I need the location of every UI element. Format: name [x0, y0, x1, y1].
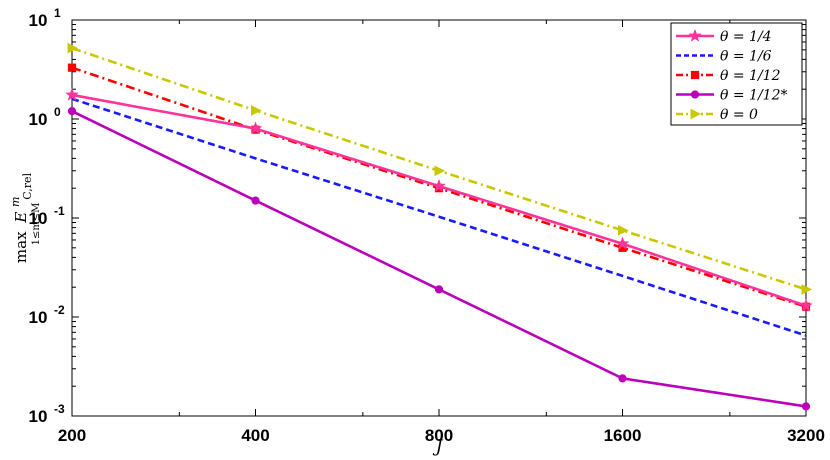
- series-1: [71, 97, 807, 337]
- series-layer: [65, 42, 813, 411]
- legend-entry: θ = 1/4: [676, 28, 772, 45]
- y-label-main: max: [12, 231, 30, 263]
- legend: θ = 1/4 θ = 1/6 θ = 1/12 θ = 1/12* θ = 0: [670, 22, 803, 126]
- series-line: [71, 97, 807, 337]
- data-point: [618, 225, 629, 236]
- data-point: [799, 298, 813, 312]
- data-point: [67, 42, 79, 54]
- y-tick-label: 10: [29, 407, 48, 426]
- y-tick-exponent: -3: [54, 402, 65, 416]
- data-point: [434, 165, 446, 177]
- legend-marker: [690, 90, 700, 99]
- legend-entry: θ = 1/12*: [676, 88, 788, 104]
- data-point: [432, 178, 446, 192]
- legend-label: θ = 0: [720, 107, 758, 123]
- x-tick-label: 400: [241, 426, 269, 445]
- y-tick-label: 10: [29, 110, 48, 129]
- data-point: [615, 236, 630, 250]
- data-point: [67, 63, 77, 72]
- legend-entry: θ = 1/6: [676, 49, 772, 65]
- axis-ticks: 200 400 800 1600 3200 10 -3 10 -2 10 -1 10 0 10 1: [29, 6, 825, 445]
- y-axis-label: max E m C,rel 1≤m≤M: [5, 172, 42, 263]
- y-tick-label: 10: [29, 308, 48, 327]
- data-point: [801, 284, 813, 295]
- y-label-sub: 1≤m≤M: [31, 203, 42, 246]
- y-label-exprsub: C,rel: [21, 172, 34, 199]
- y-tick-label: 10: [29, 11, 48, 30]
- legend-entry: θ = 0: [676, 107, 758, 123]
- legend-label: θ = 1/12*: [720, 88, 788, 104]
- x-tick-label: 200: [58, 426, 86, 445]
- y-label-sup: m: [9, 197, 22, 207]
- data-point: [251, 196, 260, 205]
- y-axis-label-text: max E m C,rel: [5, 172, 34, 263]
- y-tick-exponent: 0: [54, 105, 61, 119]
- legend-label: θ = 1/12: [720, 68, 781, 84]
- data-point: [67, 107, 77, 116]
- x-tick-label: 1600: [604, 426, 642, 445]
- legend-marker: [688, 28, 702, 42]
- x-axis-label: J: [433, 437, 444, 457]
- legend-marker: [690, 70, 700, 80]
- data-point: [801, 402, 811, 411]
- data-point: [248, 121, 263, 135]
- y-tick-label: 10: [29, 209, 48, 228]
- y-label-expr: E: [12, 212, 30, 224]
- legend-entry: θ = 1/12: [676, 68, 781, 84]
- y-tick-exponent: -1: [54, 204, 65, 218]
- y-tick-exponent: 1: [54, 6, 61, 20]
- data-point: [618, 374, 627, 383]
- data-point: [251, 105, 262, 116]
- legend-label: θ = 1/4: [720, 29, 772, 45]
- legend-marker: [690, 108, 702, 120]
- y-tick-exponent: -2: [54, 303, 65, 317]
- data-point: [65, 87, 79, 101]
- series-4: [67, 42, 813, 295]
- series-0: [65, 87, 813, 312]
- series-3: [67, 107, 811, 411]
- data-point: [434, 285, 444, 294]
- legend-label: θ = 1/6: [720, 49, 772, 65]
- x-tick-label: 3200: [787, 426, 825, 445]
- x-tick-label: 800: [425, 426, 453, 445]
- x-axis-label-text: J: [433, 437, 444, 457]
